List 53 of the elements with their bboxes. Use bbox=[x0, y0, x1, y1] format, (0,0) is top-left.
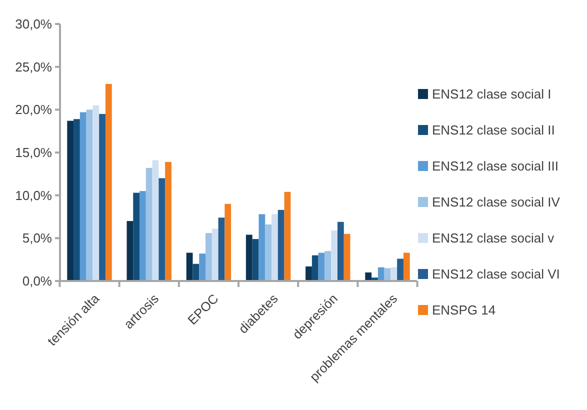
bar bbox=[390, 267, 398, 281]
bar bbox=[224, 204, 232, 281]
bar bbox=[212, 228, 218, 281]
bar bbox=[403, 252, 410, 281]
bar bbox=[140, 191, 146, 281]
bar bbox=[105, 84, 112, 281]
bar bbox=[186, 252, 193, 281]
legend-label: ENS12 clase social III bbox=[432, 158, 558, 174]
bar bbox=[252, 239, 259, 281]
bar bbox=[80, 112, 86, 281]
y-tick-label: 25,0% bbox=[15, 59, 52, 74]
legend-label: ENS12 clase social II bbox=[432, 122, 555, 138]
bar bbox=[265, 224, 272, 281]
bar bbox=[284, 192, 291, 281]
bar bbox=[206, 233, 212, 281]
bar bbox=[192, 264, 200, 281]
bar bbox=[218, 218, 225, 281]
bar bbox=[344, 234, 350, 281]
bar bbox=[165, 162, 172, 281]
legend-label: ENSPG 14 bbox=[432, 302, 496, 318]
bar bbox=[278, 210, 284, 281]
bar bbox=[92, 105, 100, 281]
y-tick-label: 20,0% bbox=[15, 102, 52, 118]
bar bbox=[99, 114, 106, 281]
bar bbox=[397, 258, 404, 281]
bar bbox=[126, 221, 134, 281]
bar bbox=[67, 120, 74, 281]
y-tick-label: 30,0% bbox=[15, 16, 52, 32]
bar bbox=[146, 168, 152, 281]
legend-label: ENS12 clase social VI bbox=[432, 266, 560, 282]
bar bbox=[246, 234, 252, 281]
bar bbox=[312, 255, 318, 281]
bar bbox=[271, 214, 278, 281]
bar bbox=[86, 110, 93, 281]
y-tick-label: 5,0% bbox=[22, 230, 52, 246]
y-tick-label: 15,0% bbox=[15, 145, 52, 160]
bar bbox=[337, 222, 344, 281]
y-tick-label: 0,0% bbox=[22, 274, 52, 289]
bar bbox=[152, 160, 159, 281]
y-tick-label: 10,0% bbox=[15, 188, 52, 203]
bar bbox=[74, 119, 80, 281]
bar bbox=[158, 178, 166, 281]
legend-label: ENS12 clase social IV bbox=[432, 194, 560, 210]
bar bbox=[331, 230, 338, 281]
bar bbox=[318, 252, 325, 281]
legend-label: ENS12 clase social v bbox=[432, 230, 555, 246]
bar bbox=[324, 251, 332, 281]
bar bbox=[258, 214, 266, 281]
bar bbox=[378, 267, 384, 281]
bar bbox=[199, 254, 206, 281]
legend-label: ENS12 clase social I bbox=[432, 86, 552, 102]
bar bbox=[306, 266, 312, 281]
bar bbox=[133, 192, 140, 281]
